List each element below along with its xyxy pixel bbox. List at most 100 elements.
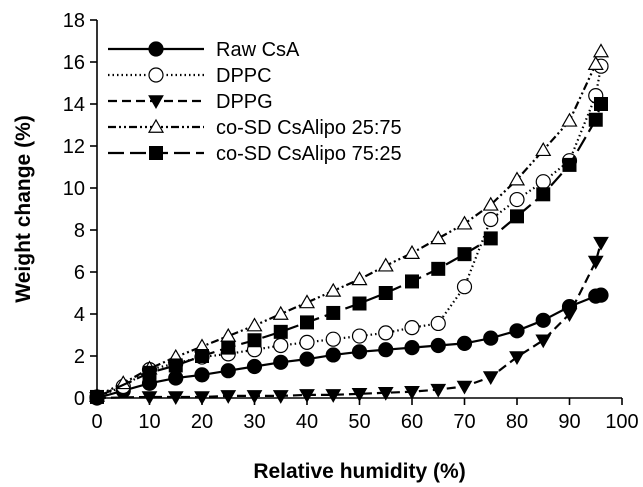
- legend-entry: co-SD CsAlipo 75:25: [108, 143, 402, 165]
- legend-entry: DPPC: [108, 65, 272, 87]
- x-tick-label: 70: [453, 411, 475, 433]
- data-point: [351, 328, 368, 344]
- data-point: [430, 337, 446, 354]
- data-point: [562, 157, 577, 172]
- series-dppg: [89, 236, 609, 407]
- series-layer: [88, 43, 610, 407]
- data-point: [141, 391, 158, 405]
- legend-entry: DPPG: [108, 91, 273, 113]
- legend-label: DPPC: [216, 65, 272, 87]
- data-point: [273, 337, 289, 354]
- data-point: [430, 315, 446, 332]
- series-line: [96, 66, 603, 398]
- data-point: [246, 317, 263, 332]
- data-point: [247, 333, 262, 348]
- y-tick-label: 12: [63, 136, 85, 158]
- x-tick-label: 0: [91, 411, 102, 433]
- data-point: [430, 383, 447, 398]
- y-tick-label: 6: [74, 262, 85, 284]
- x-axis-title: Relative humidity (%): [253, 460, 465, 483]
- data-point: [351, 388, 368, 402]
- data-point: [194, 391, 210, 405]
- legend-entry: Raw CsA: [108, 39, 300, 61]
- data-point: [561, 308, 578, 323]
- data-point: [593, 236, 609, 251]
- data-point: [299, 334, 315, 350]
- data-point: [326, 305, 341, 320]
- data-point: [168, 370, 184, 386]
- legend-label: DPPG: [216, 91, 273, 113]
- series-co-sd-csalipo-75-25: [90, 97, 608, 404]
- data-point: [299, 389, 315, 403]
- series-line: [96, 51, 603, 397]
- data-point: [90, 389, 104, 404]
- y-tick-label: 0: [74, 388, 85, 410]
- data-point: [456, 380, 473, 395]
- y-tick-label: 4: [74, 304, 85, 326]
- y-axis-title: Weight change (%): [12, 115, 35, 302]
- data-point: [535, 141, 552, 157]
- data-point: [509, 323, 525, 339]
- data-point: [483, 330, 499, 346]
- data-point: [431, 261, 446, 276]
- data-point: [377, 387, 394, 401]
- data-point: [220, 390, 237, 404]
- data-point: [404, 385, 420, 400]
- data-point: [378, 325, 394, 341]
- data-point: [561, 112, 578, 127]
- legend-marker: [148, 67, 164, 83]
- data-point: [405, 274, 419, 289]
- data-point: [168, 358, 183, 373]
- data-point: [536, 187, 551, 202]
- series-co-sd-csalipo-25-75: [88, 43, 610, 402]
- data-point: [300, 315, 314, 330]
- data-point: [510, 209, 524, 224]
- data-point: [142, 365, 157, 380]
- x-tick-label: 100: [605, 411, 638, 433]
- data-point: [593, 287, 609, 303]
- data-point: [456, 279, 473, 295]
- data-point: [594, 97, 608, 111]
- data-point: [482, 196, 499, 211]
- legend-marker: [149, 146, 163, 160]
- data-point: [482, 371, 499, 386]
- x-tick-label: 60: [401, 411, 423, 433]
- x-tick-label: 20: [191, 411, 213, 433]
- data-point: [273, 324, 288, 339]
- x-tick-label: 80: [506, 411, 528, 433]
- legend-label: co-SD CsAlipo 25:75: [216, 117, 402, 139]
- data-point: [456, 335, 473, 351]
- legend-label: co-SD CsAlipo 75:25: [216, 143, 402, 165]
- data-point: [378, 286, 393, 300]
- data-point: [509, 351, 525, 366]
- data-point: [535, 312, 551, 328]
- x-tick-label: 30: [243, 411, 265, 433]
- data-point: [457, 247, 472, 262]
- data-point: [351, 271, 368, 286]
- data-point: [272, 390, 289, 404]
- data-point: [325, 331, 341, 347]
- legend-marker: [147, 118, 165, 133]
- legend-marker: [148, 95, 164, 110]
- data-point: [483, 231, 498, 246]
- y-tick-label: 18: [63, 10, 85, 32]
- legend-entry: co-SD CsAlipo 25:75: [108, 117, 402, 139]
- data-point: [167, 391, 184, 405]
- x-tick-label: 50: [348, 411, 370, 433]
- data-point: [246, 358, 263, 375]
- data-point: [220, 363, 236, 379]
- data-point: [273, 354, 289, 370]
- data-point: [351, 344, 368, 360]
- data-point: [299, 351, 315, 367]
- data-point: [483, 211, 499, 228]
- data-point: [592, 43, 610, 58]
- data-point: [456, 215, 473, 230]
- y-tick-label: 2: [74, 346, 85, 368]
- data-point: [430, 230, 447, 245]
- data-point: [588, 112, 603, 127]
- axes: 0 10 20 30 40 50 60 70 80 90 100 0 2 4 6 8 10 12 14 16 18: [63, 10, 639, 433]
- data-point: [377, 257, 394, 272]
- data-point: [404, 320, 420, 336]
- data-point: [246, 390, 263, 404]
